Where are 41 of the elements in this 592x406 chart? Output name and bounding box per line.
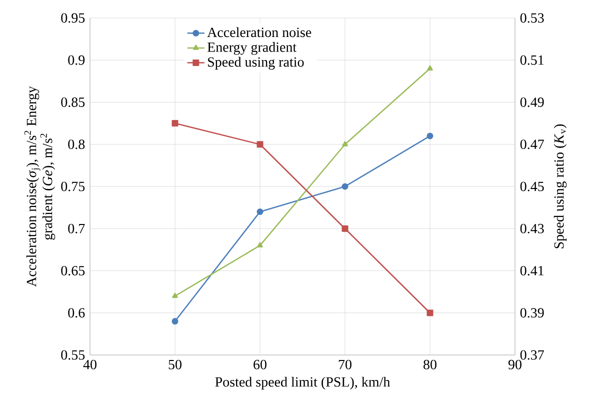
y2-tick-label: 0.53 <box>520 13 544 23</box>
point <box>427 65 433 70</box>
x-axis-title: Posted speed limit (PSL), km/h <box>215 376 390 390</box>
legend-label: Acceleration noise <box>207 27 312 38</box>
y2-axis-title: Speed using ratio (K$_{v}$) <box>554 124 567 248</box>
y2-tick-label: 0.51 <box>520 55 544 65</box>
x-tick-label: 40 <box>83 360 96 370</box>
point <box>172 318 178 325</box>
y2-tick-label: 0.47 <box>520 140 544 150</box>
point <box>426 132 434 140</box>
x-tick-label: 70 <box>338 360 352 370</box>
y-tick-label: 0.85 <box>61 97 85 107</box>
point <box>172 120 178 127</box>
y2-tick-label: 0.45 <box>520 182 544 192</box>
y2-tick-label: 0.49 <box>520 97 544 107</box>
y-tick-label: 0.9 <box>68 55 85 65</box>
x-tick-label: 80 <box>424 360 436 370</box>
point <box>342 141 348 146</box>
point <box>342 225 348 232</box>
point <box>257 242 263 248</box>
x-tick-label: 50 <box>168 360 182 370</box>
y2-tick-label: 0.39 <box>520 308 544 318</box>
point <box>342 183 348 190</box>
point <box>256 208 264 216</box>
point <box>172 292 178 298</box>
legend-label: Energy gradient <box>207 42 297 55</box>
y2-tick-label: 0.43 <box>520 224 544 234</box>
y2-tick-label: 0.37 <box>520 350 544 360</box>
y-tick-label: 0.55 <box>61 350 85 360</box>
y-tick-label: 0.95 <box>61 13 85 23</box>
legend-label: Speed using ratio <box>208 56 304 70</box>
point <box>256 141 264 148</box>
y-tick-label: 0.75 <box>61 182 85 192</box>
y2-tick-label: 0.41 <box>520 266 544 276</box>
y-tick-label: 0.65 <box>61 266 85 276</box>
point <box>426 310 434 316</box>
y-tick-label: 0.6 <box>68 308 85 318</box>
y-tick-label: 0.8 <box>68 140 85 150</box>
y-tick-label: 0.7 <box>68 224 85 234</box>
x-tick-label: 60 <box>254 360 266 370</box>
x-tick-label: 90 <box>508 360 522 370</box>
